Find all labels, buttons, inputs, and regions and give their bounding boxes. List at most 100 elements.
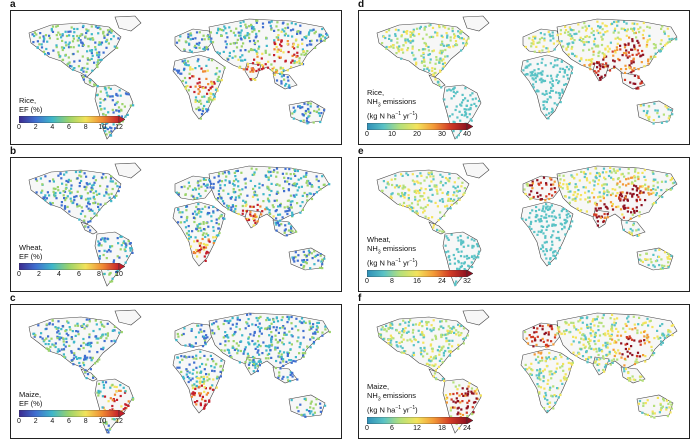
cropland-cell bbox=[103, 249, 106, 252]
cropland-cell bbox=[239, 31, 242, 34]
cropland-cell bbox=[459, 265, 462, 269]
cropland-cell bbox=[671, 113, 674, 116]
cropland-cell bbox=[236, 352, 239, 355]
cropland-cell bbox=[438, 353, 441, 356]
cropland-cell bbox=[409, 338, 412, 341]
cropland-cell bbox=[198, 242, 201, 245]
cropland-cell bbox=[633, 22, 636, 25]
cropland-cell bbox=[92, 375, 95, 378]
cropland-cell bbox=[441, 35, 444, 39]
cropland-cell bbox=[630, 232, 633, 235]
cropland-cell bbox=[600, 75, 603, 78]
cropland-cell bbox=[203, 48, 206, 51]
cropland-cell bbox=[93, 212, 96, 215]
cropland-cell bbox=[282, 364, 285, 367]
cropland-cell bbox=[630, 48, 633, 51]
cropland-cell bbox=[265, 36, 268, 39]
cropland-cell bbox=[101, 324, 104, 327]
cropland-cell bbox=[202, 86, 205, 90]
cropland-cell bbox=[534, 339, 537, 342]
cropland-cell bbox=[270, 182, 273, 185]
cropland-cell bbox=[198, 46, 201, 49]
cropland-cell bbox=[249, 333, 252, 336]
cropland-cell bbox=[634, 168, 637, 171]
cropland-cell bbox=[228, 54, 231, 58]
cropland-cell bbox=[400, 57, 403, 60]
cropland-cell bbox=[473, 390, 476, 393]
cropland-cell bbox=[316, 321, 319, 325]
cropland-cell bbox=[200, 210, 203, 214]
cropland-cell bbox=[191, 387, 195, 390]
cropland-cell bbox=[400, 173, 403, 176]
cropland-cell bbox=[270, 337, 273, 340]
cropland-cell bbox=[609, 363, 612, 366]
cropland-cell bbox=[575, 195, 578, 198]
cropland-cell bbox=[192, 251, 195, 254]
cropland-cell bbox=[389, 337, 392, 341]
cropland-cell bbox=[61, 48, 64, 52]
cropland-cell bbox=[588, 345, 591, 348]
cropland-cell bbox=[588, 200, 591, 203]
cropland-cell bbox=[209, 92, 212, 95]
cropland-cell bbox=[587, 41, 590, 44]
cropland-cell bbox=[639, 375, 642, 378]
cropland-cell bbox=[606, 346, 609, 349]
cropland-cell bbox=[453, 327, 456, 330]
cropland-cell bbox=[452, 194, 455, 197]
cropland-cell bbox=[661, 264, 664, 267]
cropland-cell bbox=[426, 352, 429, 355]
cropland-cell bbox=[235, 41, 238, 44]
cropland-cell bbox=[185, 232, 189, 235]
cropland-cell bbox=[435, 378, 438, 381]
cropland-cell bbox=[215, 198, 218, 201]
cropland-cell bbox=[665, 120, 668, 123]
legend: Rice, NH3 emissions (kg N ha−1 yr−1) 0 10 20 3… bbox=[365, 88, 477, 139]
cropland-cell bbox=[464, 87, 467, 90]
cropland-cell bbox=[177, 208, 180, 211]
cropland-cell bbox=[100, 347, 103, 351]
cropland-cell bbox=[545, 90, 548, 93]
cropland-cell bbox=[309, 105, 312, 108]
cropland-cell bbox=[76, 322, 79, 325]
cropland-cell bbox=[594, 342, 597, 346]
cropland-cell bbox=[194, 387, 197, 390]
cropland-cell bbox=[555, 79, 558, 82]
cropland-cell bbox=[542, 205, 545, 208]
cropland-cell bbox=[449, 89, 452, 92]
cropland-cell bbox=[231, 323, 234, 326]
cropland-cell bbox=[394, 34, 397, 37]
cropland-cell bbox=[57, 320, 60, 323]
cropland-cell bbox=[301, 48, 304, 51]
cropland-cell bbox=[47, 52, 50, 55]
cropland-cell bbox=[429, 61, 432, 64]
cropland-cell bbox=[653, 202, 656, 205]
cropland-cell bbox=[290, 343, 293, 346]
cropland-cell bbox=[524, 330, 527, 334]
cropland-cell bbox=[645, 43, 649, 46]
cropland-cell bbox=[280, 355, 283, 358]
cropland-cell bbox=[300, 62, 303, 65]
cropland-cell bbox=[531, 369, 534, 372]
cropland-cell bbox=[90, 188, 93, 191]
cropland-cell bbox=[384, 328, 387, 331]
cropland-cell bbox=[274, 221, 277, 224]
cropland-cell bbox=[472, 392, 475, 395]
cropland-cell bbox=[33, 335, 36, 338]
cropland-cell bbox=[652, 122, 655, 125]
cropland-cell bbox=[609, 342, 612, 345]
cropland-cell bbox=[671, 182, 675, 185]
cropland-cell bbox=[299, 30, 302, 34]
cropland-cell bbox=[622, 327, 625, 330]
cropland-cell bbox=[83, 358, 86, 361]
cropland-cell bbox=[549, 62, 552, 65]
cropland-cell bbox=[578, 331, 582, 334]
cropland-cell bbox=[80, 206, 83, 209]
cropland-cell bbox=[657, 49, 661, 52]
cropland-cell bbox=[432, 328, 435, 331]
cropland-cell bbox=[198, 90, 201, 93]
cropland-cell bbox=[294, 184, 297, 187]
cropland-cell bbox=[106, 250, 109, 253]
cropland-cell bbox=[256, 203, 259, 206]
cropland-cell bbox=[593, 318, 596, 321]
cropland-cell bbox=[53, 193, 56, 196]
